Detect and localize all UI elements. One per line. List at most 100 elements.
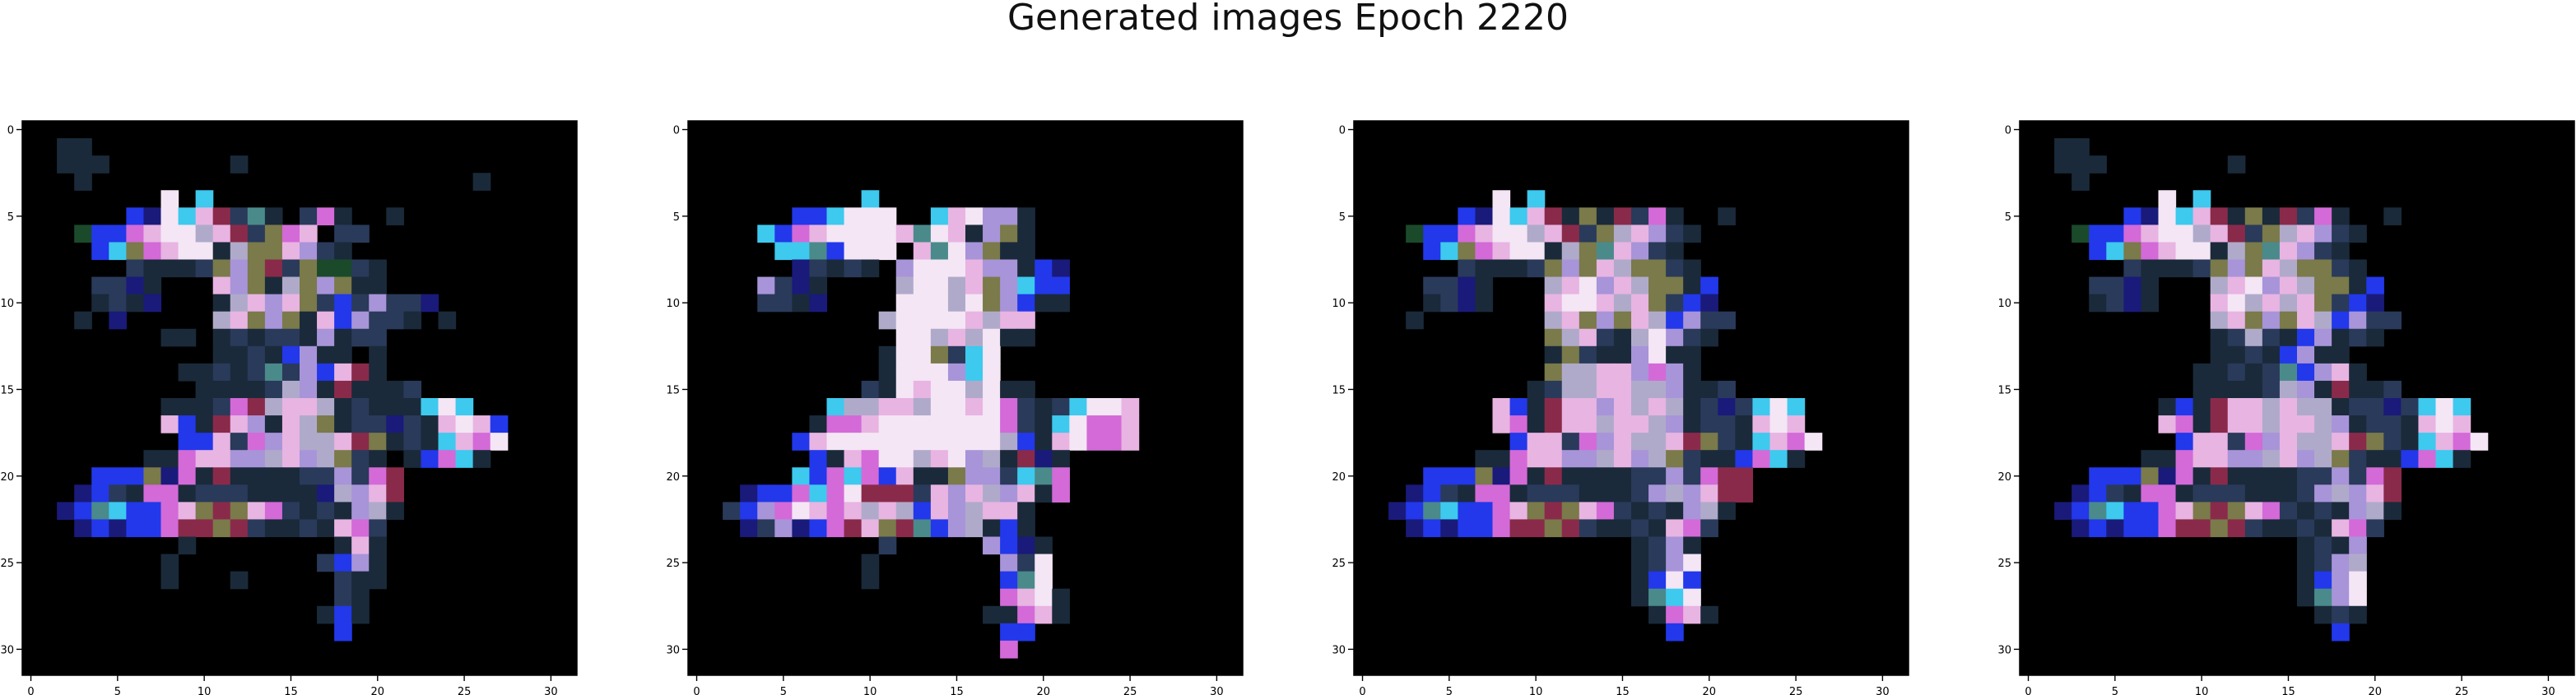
image-pixel bbox=[264, 519, 283, 538]
image-pixel bbox=[369, 294, 387, 313]
image-pixel bbox=[2210, 242, 2229, 261]
image-pixel bbox=[792, 467, 811, 485]
image-pixel bbox=[2141, 242, 2160, 261]
image-pixel bbox=[1666, 536, 1684, 555]
image-pixel bbox=[2210, 276, 2229, 295]
image-pixel bbox=[1718, 450, 1736, 468]
image-pixel bbox=[1648, 450, 1667, 468]
image-pixel bbox=[160, 242, 179, 261]
image-pixel bbox=[195, 363, 214, 382]
image-pixel bbox=[247, 363, 266, 382]
image-pixel bbox=[1613, 519, 1632, 538]
image-pixel bbox=[317, 380, 335, 399]
x-tick-label: 30 bbox=[1210, 686, 1224, 695]
image-pixel bbox=[947, 467, 966, 485]
image-pixel bbox=[386, 484, 404, 503]
image-pixel bbox=[2192, 415, 2211, 433]
image-pixel bbox=[1666, 207, 1684, 225]
image-pixel bbox=[1104, 415, 1123, 433]
image-pixel bbox=[826, 207, 845, 225]
image-pixel bbox=[1000, 588, 1018, 607]
image-pixel bbox=[369, 484, 387, 503]
image-pixel bbox=[1666, 242, 1684, 261]
image-pixel bbox=[2123, 467, 2142, 485]
image-pixel bbox=[1104, 398, 1123, 416]
image-pixel bbox=[91, 502, 109, 521]
image-pixel bbox=[2314, 398, 2332, 416]
image-pixel bbox=[351, 450, 370, 468]
image-pixel bbox=[369, 502, 387, 521]
image-pixel bbox=[2089, 225, 2107, 243]
image-pixel bbox=[126, 502, 145, 521]
image-pixel bbox=[1579, 433, 1597, 451]
image-pixel bbox=[334, 415, 352, 433]
image-pixel bbox=[2175, 242, 2194, 261]
image-pixel bbox=[1648, 571, 1667, 590]
image-pixel bbox=[160, 259, 179, 278]
image-pixel bbox=[1492, 259, 1511, 278]
image-pixel bbox=[1475, 467, 1494, 485]
image-pixel bbox=[757, 519, 775, 538]
image-pixel bbox=[2175, 259, 2194, 278]
image-pixel bbox=[1683, 294, 1701, 313]
image-pixel bbox=[826, 519, 845, 538]
image-pixel bbox=[334, 311, 352, 330]
image-pixel bbox=[1613, 207, 1632, 225]
image-pixel bbox=[1000, 311, 1018, 330]
image-pixel bbox=[1035, 433, 1053, 451]
image-pixel bbox=[861, 259, 880, 278]
image-pixel bbox=[861, 519, 880, 538]
image-pixel bbox=[1579, 398, 1597, 416]
image-pixel bbox=[826, 484, 845, 503]
image-pixel bbox=[1648, 605, 1667, 624]
image-pixel bbox=[2262, 450, 2281, 468]
image-pixel bbox=[1561, 467, 1580, 485]
image-pixel bbox=[809, 242, 828, 261]
image-pixel bbox=[861, 242, 880, 261]
image-pixel bbox=[264, 415, 283, 433]
image-pixel bbox=[2418, 398, 2437, 416]
image-pixel bbox=[126, 207, 145, 225]
image-pixel bbox=[300, 363, 318, 382]
image-pixel bbox=[2262, 311, 2281, 330]
image-pixel bbox=[178, 398, 197, 416]
image-pixel bbox=[247, 294, 266, 313]
image-pixel bbox=[195, 242, 214, 261]
image-pixel bbox=[965, 519, 983, 538]
image-pixel bbox=[472, 450, 491, 468]
x-tick-label: 5 bbox=[2112, 686, 2118, 695]
image-pixel bbox=[947, 311, 966, 330]
image-pixel bbox=[2297, 242, 2315, 261]
image-pixel bbox=[281, 484, 300, 503]
image-pixel bbox=[2349, 311, 2367, 330]
image-pixel bbox=[1052, 276, 1070, 295]
image-pixel bbox=[2262, 502, 2281, 521]
image-pixel bbox=[913, 398, 932, 416]
image-pixel bbox=[334, 450, 352, 468]
image-pixel bbox=[109, 225, 127, 243]
image-pixel bbox=[1017, 467, 1035, 485]
image-pixel bbox=[2279, 259, 2298, 278]
image-pixel bbox=[74, 311, 92, 330]
image-pixel bbox=[2244, 519, 2263, 538]
axes-frame bbox=[2019, 120, 2575, 676]
image-pixel bbox=[2332, 484, 2350, 503]
image-pixel bbox=[1631, 225, 1649, 243]
image-pixel bbox=[2401, 450, 2420, 468]
image-pixel bbox=[1648, 259, 1667, 278]
image-pixel bbox=[826, 502, 845, 521]
image-pixel bbox=[2279, 467, 2298, 485]
image-pixel bbox=[351, 311, 370, 330]
image-pixel bbox=[438, 398, 457, 416]
image-pixel bbox=[2244, 467, 2263, 485]
image-pixel bbox=[1000, 519, 1018, 538]
image-pixel bbox=[2349, 294, 2367, 313]
image-pixel bbox=[1544, 311, 1563, 330]
image-pixel bbox=[1544, 519, 1563, 538]
y-tick-label: 30 bbox=[1332, 644, 1346, 656]
image-pixel bbox=[109, 242, 127, 261]
image-pixel bbox=[143, 294, 162, 313]
image-pixel bbox=[1666, 450, 1684, 468]
image-pixel bbox=[2262, 433, 2281, 451]
image-pixel bbox=[317, 484, 335, 503]
